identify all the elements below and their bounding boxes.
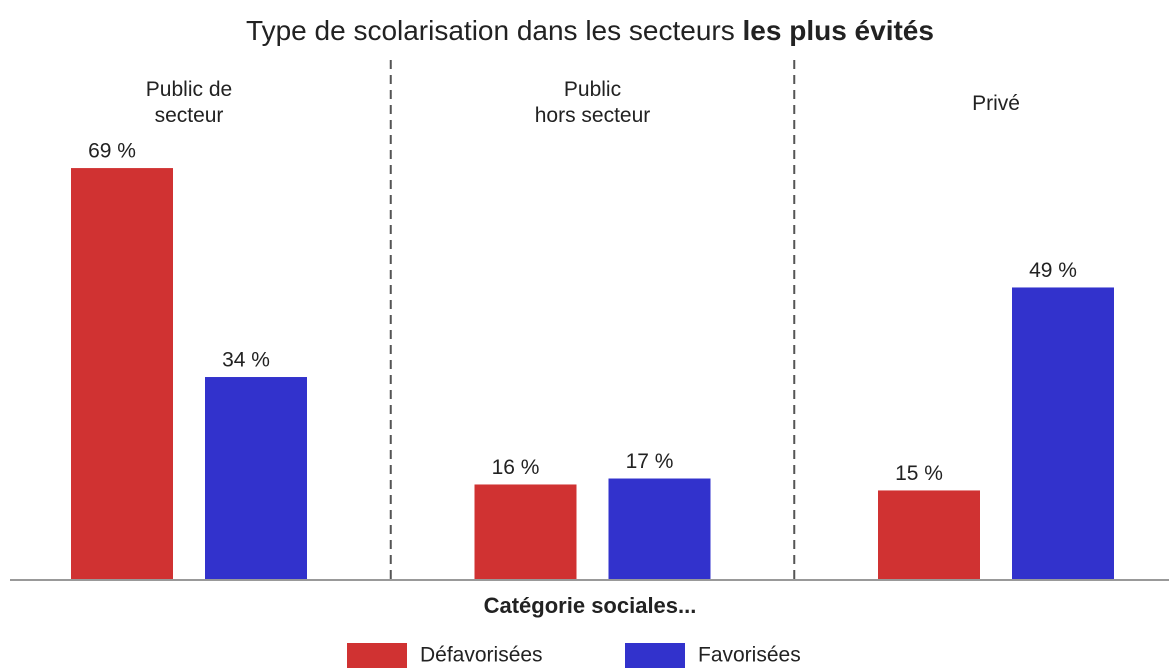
data-label: 16 % — [492, 456, 540, 479]
bar — [1012, 287, 1114, 580]
bar — [474, 484, 577, 580]
bar — [878, 490, 980, 580]
legend-swatch — [347, 643, 407, 668]
category-line: secteur — [155, 104, 224, 127]
data-label: 17 % — [626, 450, 674, 473]
bar — [608, 478, 711, 580]
legend-label: Défavorisées — [420, 644, 543, 667]
data-label: 49 % — [1029, 259, 1077, 282]
category-label: Privé — [972, 92, 1020, 115]
chart-title: Type de scolarisation dans les secteurs … — [246, 15, 934, 46]
category-label: Public de secteur — [146, 78, 232, 127]
data-label: 15 % — [895, 462, 943, 485]
category-line: Public — [564, 78, 621, 101]
legend-title: Catégorie sociales... — [484, 593, 697, 618]
bar — [71, 168, 173, 580]
data-label: 69 % — [88, 140, 136, 163]
title-emphasis: les plus évités — [743, 15, 934, 46]
bar — [205, 377, 307, 580]
legend-label: Favorisées — [698, 644, 801, 667]
category-label: Public hors secteur — [535, 78, 651, 127]
data-label: 34 % — [222, 349, 270, 372]
category-line: hors secteur — [535, 104, 651, 127]
category-line: Privé — [972, 92, 1020, 115]
category-line: Public de — [146, 78, 232, 101]
legend-swatch — [625, 643, 685, 668]
title-text: Type de scolarisation dans les secteurs — [246, 15, 735, 46]
